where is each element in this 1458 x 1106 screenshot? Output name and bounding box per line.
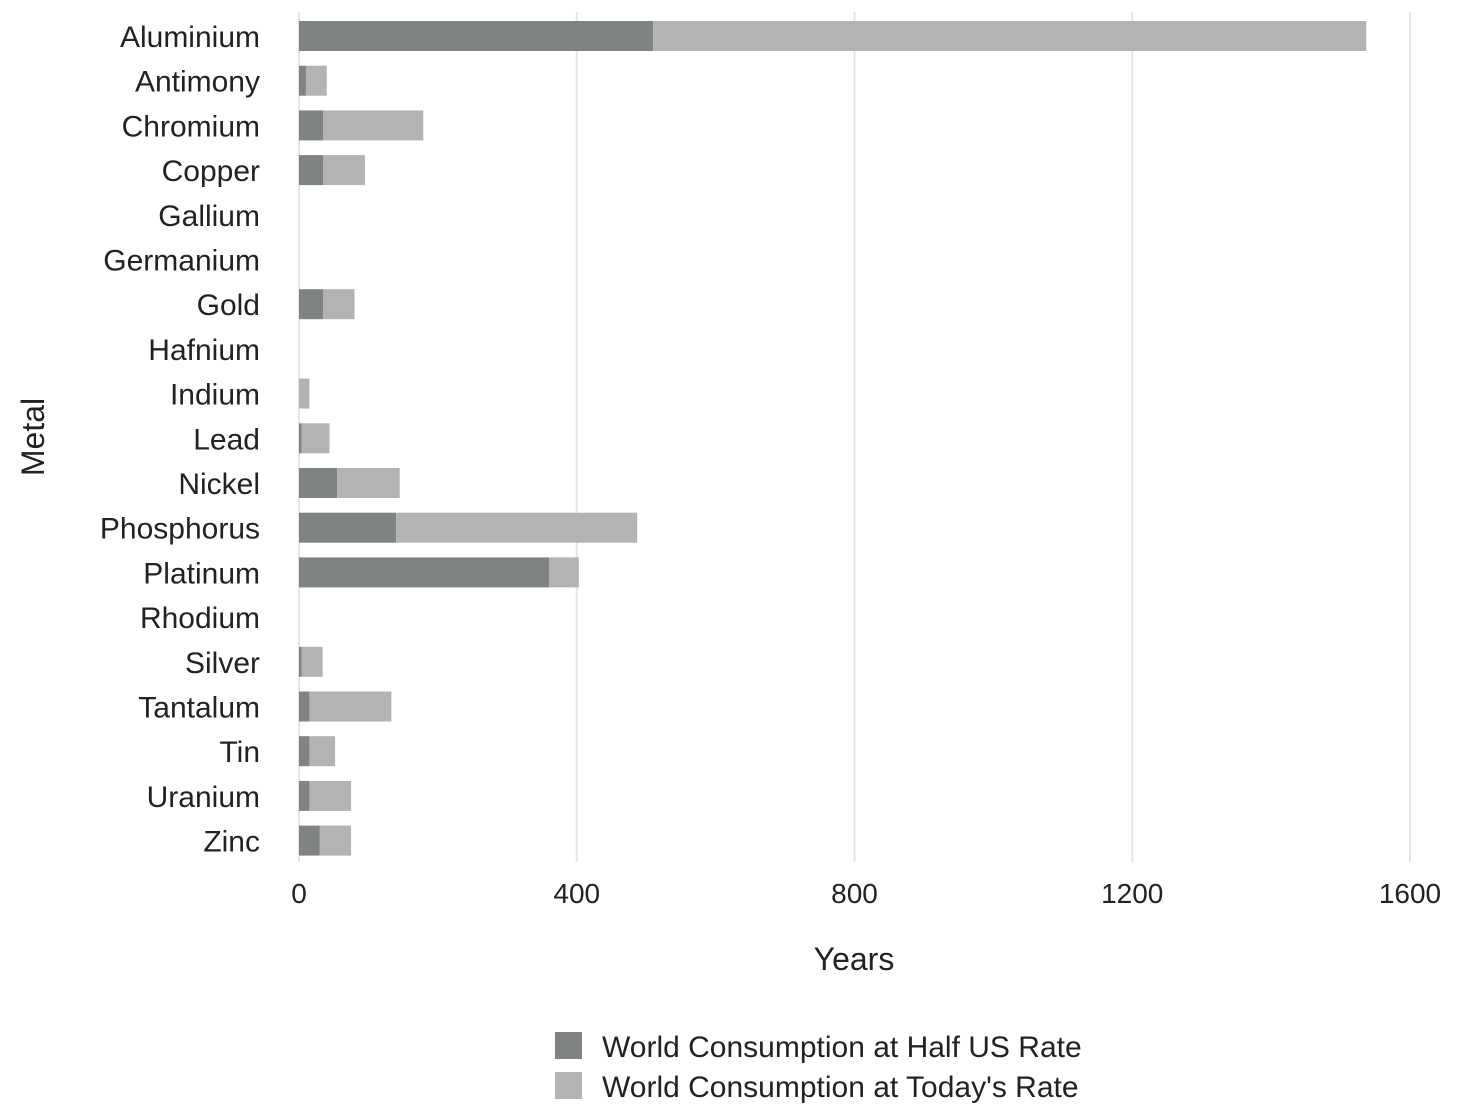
- bar-phosphorus-series-1: [299, 513, 396, 543]
- bar-zinc-series-2: [320, 826, 351, 856]
- category-label-antimony: Antimony: [135, 66, 260, 99]
- bar-tantalum-series-2: [309, 692, 391, 722]
- category-label-platinum: Platinum: [143, 557, 260, 590]
- bar-uranium-series-2: [309, 781, 351, 811]
- bar-indium-series-2: [299, 379, 309, 409]
- bar-tin-series-2: [309, 736, 335, 766]
- legend: World Consumption at Half US Rate World C…: [555, 1031, 1082, 1104]
- category-label-tantalum: Tantalum: [138, 692, 260, 725]
- category-label-lead: Lead: [193, 423, 260, 456]
- category-label-tin: Tin: [219, 736, 260, 769]
- bar-platinum-series-1: [299, 557, 549, 587]
- x-tick-400: 400: [553, 878, 600, 909]
- bars: [299, 21, 1366, 856]
- x-tick-800: 800: [831, 878, 878, 909]
- legend-label-1: World Consumption at Half US Rate: [602, 1031, 1082, 1064]
- bar-gold-series-1: [299, 289, 323, 319]
- category-label-zinc: Zinc: [203, 826, 260, 859]
- category-label-copper: Copper: [162, 155, 260, 188]
- bar-uranium-series-1: [299, 781, 309, 811]
- bar-silver-series-1: [299, 647, 302, 677]
- bar-nickel-series-2: [337, 468, 399, 498]
- x-tick-labels: 0 400 800 1200 1600: [291, 878, 1441, 909]
- bar-aluminium-series-1: [299, 21, 653, 51]
- category-label-phosphorus: Phosphorus: [100, 513, 260, 546]
- bar-zinc-series-1: [299, 826, 320, 856]
- legend-swatch-1: [555, 1032, 582, 1059]
- category-labels: Aluminium Antimony Chromium Copper Gallium Ge…: [100, 21, 260, 859]
- category-label-gallium: Gallium: [158, 200, 260, 233]
- bar-lead-series-2: [302, 423, 330, 453]
- category-label-germanium: Germanium: [103, 245, 260, 278]
- legend-swatch-2: [555, 1072, 582, 1099]
- bar-nickel-series-1: [299, 468, 337, 498]
- category-label-gold: Gold: [197, 289, 260, 322]
- bar-copper-series-2: [323, 155, 365, 185]
- bar-aluminium-series-2: [653, 21, 1366, 51]
- bar-platinum-series-2: [549, 557, 579, 587]
- category-label-indium: Indium: [170, 379, 260, 412]
- category-label-silver: Silver: [185, 647, 260, 680]
- category-label-chromium: Chromium: [122, 110, 260, 143]
- bar-lead-series-1: [299, 423, 302, 453]
- gridlines: [299, 12, 1410, 862]
- bar-chromium-series-1: [299, 110, 323, 140]
- bar-silver-series-2: [302, 647, 323, 677]
- category-label-rhodium: Rhodium: [140, 602, 260, 635]
- bar-chromium-series-2: [323, 110, 423, 140]
- category-label-aluminium: Aluminium: [120, 21, 260, 54]
- x-axis-title: Years: [814, 941, 895, 977]
- bar-antimony-series-2: [306, 66, 327, 96]
- bar-tantalum-series-1: [299, 692, 309, 722]
- x-tick-1200: 1200: [1101, 878, 1163, 909]
- bar-tin-series-1: [299, 736, 309, 766]
- bar-antimony-series-1: [299, 66, 306, 96]
- x-tick-1600: 1600: [1379, 878, 1441, 909]
- category-label-nickel: Nickel: [178, 468, 260, 501]
- category-label-uranium: Uranium: [147, 781, 260, 814]
- x-tick-0: 0: [291, 878, 307, 909]
- bar-phosphorus-series-2: [396, 513, 637, 543]
- y-axis-title: Metal: [15, 398, 51, 476]
- category-label-hafnium: Hafnium: [148, 334, 260, 367]
- bar-gold-series-2: [323, 289, 354, 319]
- bar-copper-series-1: [299, 155, 323, 185]
- legend-label-2: World Consumption at Today's Rate: [602, 1071, 1079, 1104]
